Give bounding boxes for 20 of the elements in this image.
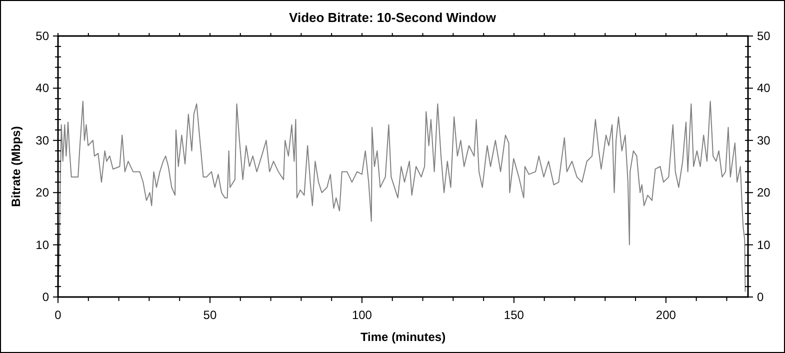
y-tick-label: 10 [36, 238, 50, 252]
y2-tick-label: 20 [757, 186, 771, 200]
x-axis-title: Time (minutes) [360, 330, 446, 344]
y2-tick-label: 40 [757, 81, 771, 96]
x-tick-label: 100 [352, 308, 372, 322]
x-tick-label: 0 [54, 308, 62, 322]
y-tick-label: 0 [42, 290, 50, 304]
y-tick-label: 50 [36, 29, 50, 43]
x-tick-label: 150 [504, 308, 524, 322]
y-tick-label: 30 [36, 133, 50, 148]
y2-tick-label: 10 [757, 238, 771, 252]
y2-tick-label: 30 [757, 133, 771, 148]
chart-title: Video Bitrate: 10-Second Window [289, 10, 497, 25]
y2-tick-label: 50 [757, 29, 771, 43]
y-tick-label: 20 [36, 186, 50, 200]
y-tick-label: 40 [36, 81, 50, 96]
x-tick-label: 200 [656, 308, 676, 322]
y-axis-title: Bitrate (Mbps) [9, 126, 23, 207]
y2-tick-label: 0 [757, 290, 764, 304]
x-tick-label: 50 [203, 308, 217, 322]
